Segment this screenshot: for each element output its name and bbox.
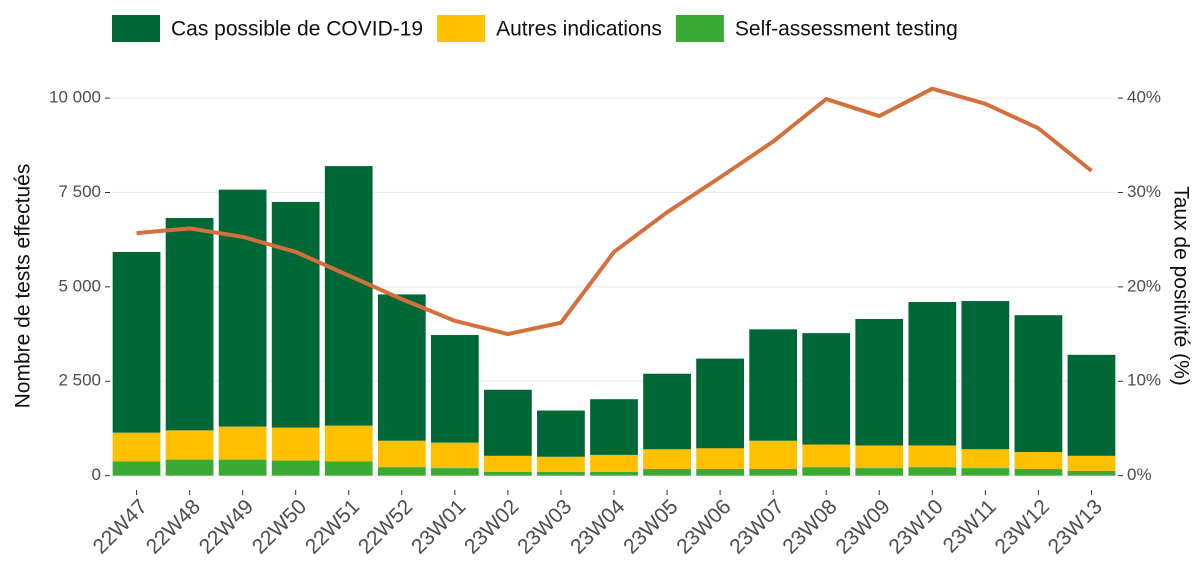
bar-segment (430, 442, 479, 469)
bar-segment (1014, 315, 1063, 453)
x-tick-label: 23W01 (407, 495, 470, 558)
bar-segment (855, 318, 904, 446)
y2-tick-label: 0% (1127, 465, 1152, 484)
x-tick-label: 23W12 (991, 495, 1054, 558)
bar-segment (484, 389, 532, 456)
bar-segment (324, 166, 373, 426)
bar-segment (537, 456, 585, 472)
legend-swatch (112, 15, 160, 42)
bar-segment (112, 251, 161, 433)
bar-segment (484, 455, 532, 472)
bar-segment (802, 444, 851, 468)
bar-segment (643, 373, 691, 450)
bar-segment (430, 468, 479, 476)
bar-segment (590, 471, 638, 476)
bar-segment (1067, 455, 1116, 471)
y2-tick-label: 20% (1127, 276, 1161, 295)
bar-segment (961, 449, 1010, 469)
bar-segment (908, 467, 957, 476)
bar-segment (165, 217, 214, 431)
bar-segment (271, 201, 320, 428)
x-tick-label: 23W08 (778, 495, 841, 558)
x-tick-label: 23W04 (566, 495, 630, 559)
bar-segment (749, 329, 798, 441)
bar-segment (484, 471, 532, 476)
x-tick-label: 22W47 (89, 495, 152, 558)
x-tick-label: 23W06 (672, 495, 735, 558)
x-tick-label: 23W07 (725, 495, 788, 558)
legend-label: Cas possible de COVID-19 (171, 18, 423, 41)
legend-swatch (675, 15, 724, 42)
bar-segment (696, 358, 744, 449)
bar-segment (218, 459, 267, 476)
x-tick-label: 23W03 (513, 495, 576, 558)
bar-segment (324, 461, 373, 476)
bar-segment (643, 469, 691, 476)
bar-segment (696, 448, 744, 470)
bar-segment (112, 432, 161, 462)
bar-segment (218, 189, 267, 427)
y-tick-label: 0 (92, 465, 101, 484)
x-tick-label: 23W09 (831, 495, 894, 558)
legend-label: Self-assessment testing (735, 18, 958, 41)
bar-segment (961, 468, 1010, 476)
bar-segment (1067, 470, 1116, 476)
x-tick-label: 22W48 (142, 495, 205, 558)
legend-label: Autres indications (496, 18, 662, 41)
bar-segment (643, 449, 691, 470)
bar-segment (908, 301, 957, 446)
bar-segment (802, 333, 851, 445)
y2-tick-label: 40% (1127, 88, 1161, 107)
bar-segment (855, 445, 904, 469)
x-tick-label: 23W13 (1044, 495, 1107, 558)
y-tick-label: 7 500 (58, 182, 101, 201)
y-tick-label: 5 000 (58, 276, 101, 295)
bar-segment (218, 426, 267, 460)
bar-segment (1014, 452, 1063, 470)
x-tick-label: 23W11 (939, 495, 1001, 557)
y2-axis-title: Taux de positivité (%) (1169, 186, 1192, 386)
x-tick-label: 22W49 (195, 495, 258, 558)
bar-segment (324, 425, 373, 462)
bar-segment (590, 399, 638, 455)
y-tick-label: 10 000 (49, 88, 101, 107)
y-axis-title: Nombre de tests effectués (12, 164, 35, 409)
bar-segment (537, 410, 585, 457)
x-tick-label: 23W10 (884, 495, 947, 558)
y-tick-label: 2 500 (58, 371, 101, 390)
bar-segment (112, 461, 161, 476)
bar-segment (696, 469, 744, 476)
bar-segment (590, 454, 638, 472)
positivity-line (136, 86, 1093, 337)
bar-segment (749, 440, 798, 470)
bar-segment (165, 459, 214, 476)
x-tick-label: 23W02 (460, 495, 523, 558)
bar-segment (961, 301, 1010, 450)
bar-segment (377, 440, 426, 468)
bar-segment (1067, 354, 1116, 456)
bar-segment (1014, 469, 1063, 476)
bar-segment (377, 294, 426, 441)
bar-segment (377, 467, 426, 476)
bar-segment (271, 460, 320, 476)
bar-segment (749, 469, 798, 476)
bar-segment (802, 467, 851, 476)
x-tick-label: 23W05 (619, 495, 682, 558)
x-tick-label: 22W51 (301, 495, 364, 558)
bar-segment (908, 445, 957, 468)
bar-segment (855, 468, 904, 476)
bar-segment (271, 427, 320, 461)
x-tick-label: 22W50 (248, 495, 311, 558)
legend-swatch (437, 15, 486, 42)
bar-segment (430, 335, 479, 443)
y2-tick-label: 30% (1127, 182, 1161, 201)
bar-segment (165, 430, 214, 460)
y2-tick-label: 10% (1127, 371, 1161, 390)
x-tick-label: 22W52 (354, 495, 417, 558)
bar-segment (537, 471, 585, 476)
